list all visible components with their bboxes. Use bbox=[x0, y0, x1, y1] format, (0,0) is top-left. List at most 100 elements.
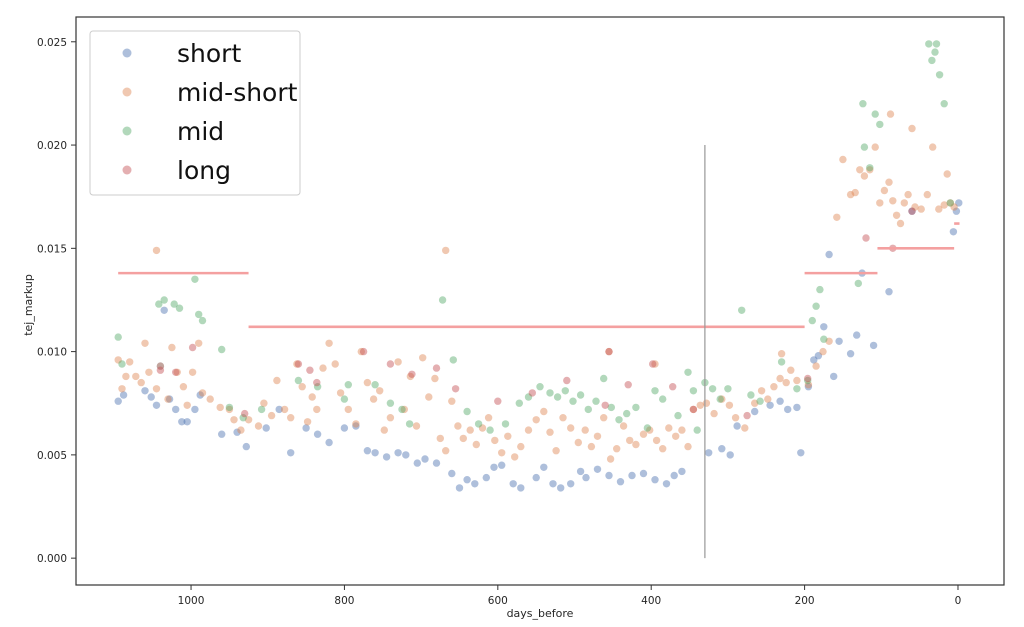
point-mid-short bbox=[540, 407, 548, 416]
point-short bbox=[402, 451, 410, 459]
point-short bbox=[152, 401, 161, 409]
point-long bbox=[908, 207, 916, 215]
point-mid-short bbox=[651, 360, 659, 368]
point-mid-short bbox=[137, 378, 145, 387]
point-mid-short bbox=[946, 199, 954, 207]
point-long bbox=[563, 376, 571, 385]
point-mid-short bbox=[132, 372, 140, 381]
point-short bbox=[160, 306, 168, 314]
point-mid-short bbox=[860, 172, 869, 180]
point-long bbox=[624, 381, 632, 389]
point-short bbox=[639, 469, 648, 478]
point-mid-short bbox=[710, 409, 718, 418]
point-mid-short bbox=[454, 422, 462, 430]
point-mid bbox=[584, 405, 592, 414]
point-mid bbox=[747, 391, 755, 399]
legend-label-long: long bbox=[177, 156, 231, 185]
point-mid bbox=[804, 376, 812, 385]
point-short bbox=[218, 430, 226, 438]
point-mid-short bbox=[896, 219, 905, 228]
point-mid-short bbox=[839, 155, 847, 164]
point-mid-short bbox=[639, 430, 648, 438]
point-short bbox=[557, 484, 565, 492]
point-mid-short bbox=[702, 399, 711, 407]
point-mid-short bbox=[619, 422, 628, 430]
point-mid-short bbox=[684, 442, 692, 451]
point-mid bbox=[871, 110, 879, 118]
point-mid-short bbox=[672, 432, 680, 440]
x-tick-label: 400 bbox=[641, 595, 661, 607]
point-short bbox=[394, 449, 402, 457]
point-short bbox=[662, 480, 671, 488]
point-long bbox=[188, 343, 197, 352]
point-mid-short bbox=[825, 337, 833, 345]
point-short bbox=[853, 331, 861, 339]
point-mid bbox=[344, 381, 352, 389]
point-short bbox=[751, 407, 759, 416]
point-mid-short bbox=[425, 393, 433, 401]
point-short bbox=[804, 383, 813, 391]
point-mid-short bbox=[678, 426, 686, 434]
point-mid-short bbox=[764, 395, 772, 403]
point-mid-short bbox=[145, 368, 153, 376]
point-mid bbox=[935, 71, 944, 79]
point-mid-short bbox=[851, 188, 859, 197]
point-mid-short bbox=[230, 416, 238, 424]
point-mid-short bbox=[369, 395, 378, 403]
point-mid bbox=[536, 383, 544, 391]
point-short bbox=[482, 473, 490, 482]
point-mid-short bbox=[757, 387, 766, 395]
point-short bbox=[421, 455, 429, 463]
point-short bbox=[448, 469, 456, 478]
plot-frame bbox=[75, 16, 1005, 586]
point-mid bbox=[859, 100, 867, 108]
point-mid bbox=[756, 397, 764, 405]
point-mid bbox=[777, 358, 786, 366]
point-short bbox=[540, 463, 548, 471]
point-mid bbox=[438, 296, 447, 304]
point-mid-short bbox=[606, 455, 615, 463]
point-mid bbox=[239, 414, 247, 422]
point-mid-short bbox=[267, 411, 276, 420]
point-short bbox=[183, 418, 191, 426]
point-mid bbox=[313, 383, 322, 391]
point-short bbox=[233, 428, 241, 436]
point-mid bbox=[405, 420, 414, 428]
point-mid bbox=[463, 407, 471, 416]
x-axis: 1000 800 600 400 200 0 bbox=[178, 585, 961, 607]
point-mid-short bbox=[216, 403, 224, 412]
point-mid-short bbox=[885, 178, 893, 186]
point-short bbox=[325, 438, 333, 447]
point-mid bbox=[155, 300, 163, 308]
point-short bbox=[885, 288, 893, 296]
point-mid-short bbox=[308, 393, 316, 401]
point-short bbox=[869, 341, 878, 350]
point-short bbox=[582, 473, 590, 482]
point-mid-short bbox=[908, 124, 916, 133]
point-mid-short bbox=[574, 438, 582, 447]
point-mid bbox=[553, 393, 562, 401]
point-short bbox=[949, 228, 958, 236]
point-mid-short bbox=[319, 364, 327, 372]
point-short bbox=[810, 356, 818, 364]
point-mid bbox=[501, 420, 510, 428]
point-short bbox=[955, 199, 963, 207]
point-mid-short bbox=[183, 401, 191, 409]
point-long bbox=[241, 409, 249, 418]
x-axis-label: days_before bbox=[507, 607, 574, 620]
point-mid-short bbox=[718, 395, 726, 403]
x-tick-label: 600 bbox=[488, 595, 508, 607]
point-mid bbox=[225, 403, 234, 412]
point-short bbox=[549, 480, 557, 488]
point-short bbox=[242, 442, 250, 451]
point-short bbox=[141, 387, 149, 395]
point-short bbox=[178, 418, 186, 426]
point-mid-short bbox=[593, 432, 602, 440]
point-short bbox=[908, 207, 916, 215]
point-mid-short bbox=[552, 447, 560, 455]
legend-label-mid-short: mid-short bbox=[177, 78, 298, 107]
point-mid-short bbox=[357, 347, 365, 356]
point-mid-short bbox=[484, 414, 493, 422]
point-short bbox=[797, 449, 805, 457]
point-mid-short bbox=[787, 366, 795, 374]
